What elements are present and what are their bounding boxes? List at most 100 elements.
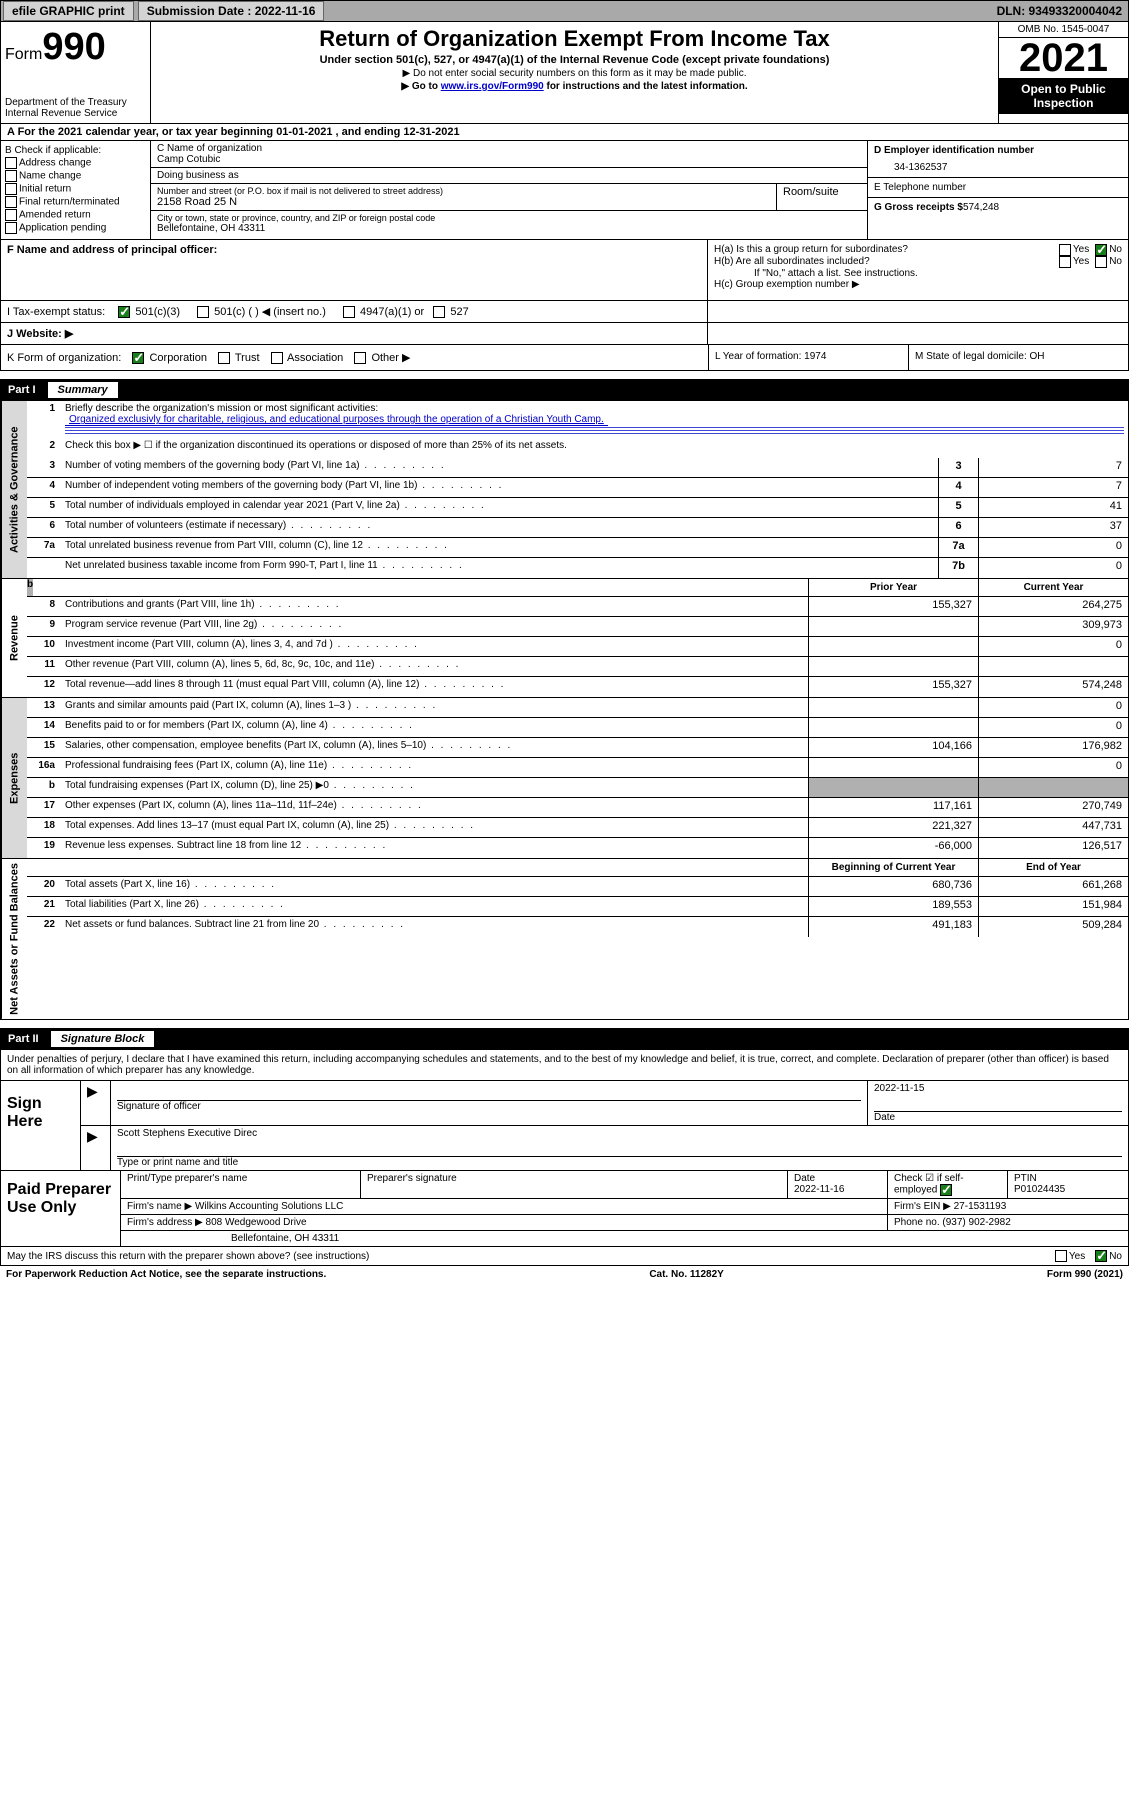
line-17: 17 Other expenses (Part IX, column (A), … [27, 798, 1128, 818]
chk-application-pending[interactable]: Application pending [5, 222, 146, 234]
mission-text: Organized exclusivly for charitable, rel… [65, 414, 608, 426]
line-7a: 7a Total unrelated business revenue from… [27, 538, 1128, 558]
row-j: J Website: ▶ [0, 323, 1129, 345]
inspection-label: Open to Public Inspection [999, 78, 1128, 114]
line-10: 10 Investment income (Part VIII, column … [27, 637, 1128, 657]
chk-assoc[interactable] [271, 352, 283, 364]
col-b-checkboxes: B Check if applicable: Address change Na… [1, 141, 151, 239]
submission-date-button[interactable]: Submission Date : 2022-11-16 [138, 1, 325, 21]
form-subtitle: Under section 501(c), 527, or 4947(a)(1)… [157, 54, 992, 66]
col-prior-year: Prior Year [808, 579, 978, 596]
form-note1: ▶ Do not enter social security numbers o… [157, 68, 992, 79]
hb-yes[interactable] [1059, 256, 1071, 268]
line-18: 18 Total expenses. Add lines 13–17 (must… [27, 818, 1128, 838]
section-net-assets: Net Assets or Fund Balances Beginning of… [0, 859, 1129, 1020]
col-end-year: End of Year [978, 859, 1128, 876]
line-13: 13 Grants and similar amounts paid (Part… [27, 698, 1128, 718]
line-14: 14 Benefits paid to or for members (Part… [27, 718, 1128, 738]
tax-year: 2021 [999, 38, 1128, 78]
form-number: Form990 [5, 26, 146, 69]
section-expenses: Expenses 13 Grants and similar amounts p… [0, 698, 1129, 859]
col-begin-year: Beginning of Current Year [808, 859, 978, 876]
ha-no[interactable] [1095, 244, 1107, 256]
col-c-identity: C Name of organization Camp Cotubic Doin… [151, 141, 868, 239]
city-state-zip: Bellefontaine, OH 43311 [157, 223, 861, 234]
line-16a: 16a Professional fundraising fees (Part … [27, 758, 1128, 778]
form-header: Form990 Department of the Treasury Inter… [0, 22, 1129, 124]
irs-link[interactable]: www.irs.gov/Form990 [441, 81, 544, 92]
chk-final-return[interactable]: Final return/terminated [5, 196, 146, 208]
street-address: 2158 Road 25 N [157, 196, 770, 208]
officer-name: Scott Stephens Executive Direc [117, 1128, 1122, 1139]
page-footer: For Paperwork Reduction Act Notice, see … [0, 1266, 1129, 1283]
line-20: 20 Total assets (Part X, line 16) 680,73… [27, 877, 1128, 897]
org-name: Camp Cotubic [157, 154, 861, 165]
chk-amended-return[interactable]: Amended return [5, 209, 146, 221]
line-b: b Total fundraising expenses (Part IX, c… [27, 778, 1128, 798]
dept-label: Department of the Treasury [5, 97, 146, 108]
paid-preparer-block: Paid Preparer Use Only Print/Type prepar… [0, 1171, 1129, 1247]
efile-print-button[interactable]: efile GRAPHIC print [3, 1, 134, 21]
chk-address-change[interactable]: Address change [5, 157, 146, 169]
chk-501c3[interactable] [118, 306, 130, 318]
col-d-numbers: D Employer identification number 34-1362… [868, 141, 1128, 239]
discuss-yes[interactable] [1055, 1250, 1067, 1262]
irs-label: Internal Revenue Service [5, 108, 146, 119]
form-note2: ▶ Go to www.irs.gov/Form990 for instruct… [157, 81, 992, 92]
prep-date: 2022-11-16 [794, 1184, 844, 1195]
discuss-no[interactable] [1095, 1250, 1107, 1262]
form-title: Return of Organization Exempt From Incom… [157, 26, 992, 52]
row-a-period: A For the 2021 calendar year, or tax yea… [0, 124, 1129, 141]
sig-date: 2022-11-15 [874, 1083, 1122, 1094]
section-revenue: Revenue b Prior Year Current Year 8 Cont… [0, 579, 1129, 698]
line-9: 9 Program service revenue (Part VIII, li… [27, 617, 1128, 637]
chk-other[interactable] [354, 352, 366, 364]
room-suite: Room/suite [777, 184, 867, 210]
top-toolbar: efile GRAPHIC print Submission Date : 20… [0, 0, 1129, 22]
block-bcd: B Check if applicable: Address change Na… [0, 141, 1129, 239]
part-ii-header: Part II Signature Block [0, 1028, 1129, 1050]
penalty-text: Under penalties of perjury, I declare th… [0, 1050, 1129, 1081]
firm-addr2: Bellefontaine, OH 43311 [121, 1231, 1128, 1246]
chk-self-employed[interactable] [940, 1184, 952, 1196]
state-domicile: M State of legal domicile: OH [908, 345, 1128, 370]
side-label-revenue: Revenue [1, 579, 27, 697]
line-22: 22 Net assets or fund balances. Subtract… [27, 917, 1128, 937]
col-current-year: Current Year [978, 579, 1128, 596]
ha-yes[interactable] [1059, 244, 1071, 256]
line-11: 11 Other revenue (Part VIII, column (A),… [27, 657, 1128, 677]
gross-receipts: 574,248 [963, 202, 999, 213]
row-i: I Tax-exempt status: 501(c)(3) 501(c) ( … [0, 300, 1129, 323]
firm-addr1: 808 Wedgewood Drive [206, 1217, 307, 1228]
firm-ein: 27-1531193 [954, 1201, 1007, 1212]
line-19: 19 Revenue less expenses. Subtract line … [27, 838, 1128, 858]
line-21: 21 Total liabilities (Part X, line 26) 1… [27, 897, 1128, 917]
year-formation: L Year of formation: 1974 [708, 345, 908, 370]
chk-501c[interactable] [197, 306, 209, 318]
chk-name-change[interactable]: Name change [5, 170, 146, 182]
discuss-row: May the IRS discuss this return with the… [0, 1247, 1129, 1266]
side-label-expenses: Expenses [1, 698, 27, 858]
ptin-value: P01024435 [1014, 1184, 1065, 1195]
line-3: 3 Number of voting members of the govern… [27, 458, 1128, 478]
principal-officer-label: F Name and address of principal officer: [7, 244, 217, 256]
line-15: 15 Salaries, other compensation, employe… [27, 738, 1128, 758]
row-klm: K Form of organization: Corporation Trus… [0, 345, 1129, 371]
row-f-h: F Name and address of principal officer:… [0, 239, 1129, 300]
chk-corp[interactable] [132, 352, 144, 364]
line-4: 4 Number of independent voting members o… [27, 478, 1128, 498]
sign-here-block: Sign Here ▶ Signature of officer 2022-11… [0, 1081, 1129, 1171]
side-label-net: Net Assets or Fund Balances [1, 859, 27, 1019]
side-label-governance: Activities & Governance [1, 401, 27, 578]
line-5: 5 Total number of individuals employed i… [27, 498, 1128, 518]
firm-phone: (937) 902-2982 [942, 1217, 1010, 1228]
chk-527[interactable] [433, 306, 445, 318]
chk-4947[interactable] [343, 306, 355, 318]
dln-label: DLN: 93493320004042 [997, 4, 1128, 18]
hb-no[interactable] [1095, 256, 1107, 268]
ein-value: 34-1362537 [874, 162, 1122, 173]
firm-name: Wilkins Accounting Solutions LLC [195, 1201, 343, 1212]
chk-trust[interactable] [218, 352, 230, 364]
chk-initial-return[interactable]: Initial return [5, 183, 146, 195]
line-8: 8 Contributions and grants (Part VIII, l… [27, 597, 1128, 617]
